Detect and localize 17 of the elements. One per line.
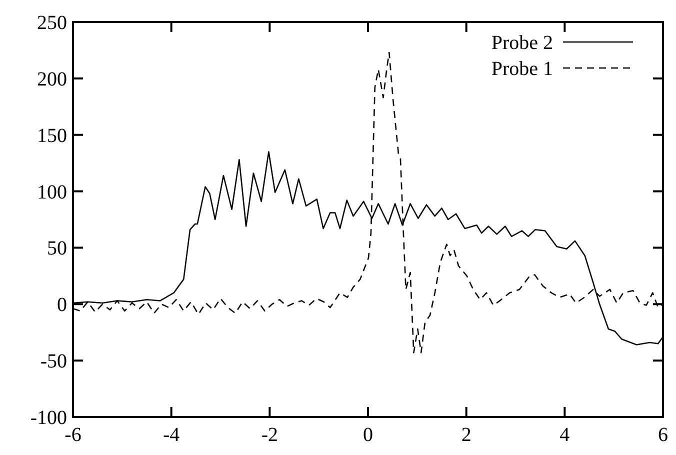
y-tick-label: -50 bbox=[40, 350, 67, 373]
y-tick-label: -100 bbox=[30, 407, 67, 429]
y-tick-label: 100 bbox=[37, 181, 67, 204]
x-tick-label: -6 bbox=[64, 424, 82, 446]
y-tick-label: 150 bbox=[37, 124, 67, 147]
x-tick-label: -4 bbox=[162, 424, 180, 446]
x-tick-label: 4 bbox=[560, 424, 570, 446]
x-tick-label: -2 bbox=[261, 424, 278, 446]
y-tick-label: 50 bbox=[47, 238, 67, 260]
y-tick-label: 0 bbox=[57, 294, 67, 316]
x-tick-label: 0 bbox=[363, 424, 373, 446]
x-tick-label: 6 bbox=[658, 424, 668, 446]
legend-label: Probe 2 bbox=[491, 32, 553, 54]
y-tick-label: 250 bbox=[37, 12, 67, 34]
legend-label: Probe 1 bbox=[491, 58, 553, 80]
x-tick-label: 2 bbox=[461, 424, 472, 446]
y-tick-label: 200 bbox=[37, 68, 67, 90]
